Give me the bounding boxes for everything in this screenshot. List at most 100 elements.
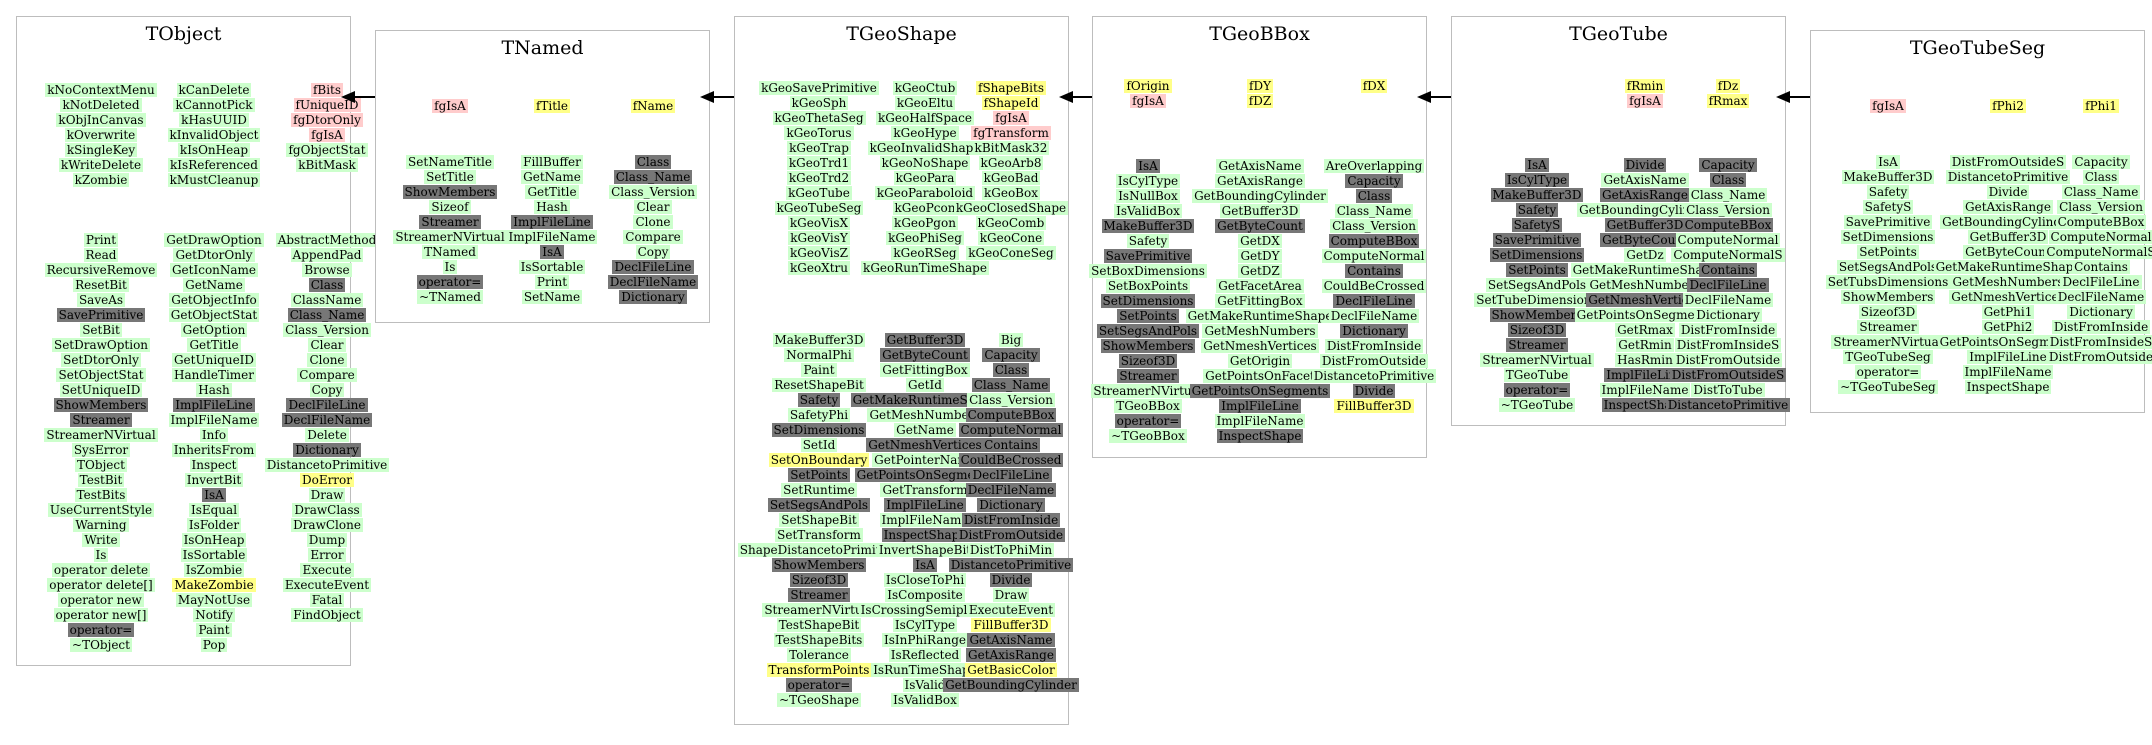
class-member: Clone xyxy=(307,353,347,367)
class-member: FillBuffer3D xyxy=(971,618,1051,632)
class-member: ShowMembers xyxy=(1840,290,1936,304)
class-member: GetAxisName xyxy=(967,633,1055,647)
class-member: SetUniqueID xyxy=(59,383,143,397)
class-member: Dictionary xyxy=(2067,305,2135,319)
class-member: kOverwrite xyxy=(64,128,138,142)
class-member: kGeoInvalidShape xyxy=(867,141,983,155)
class-member: TGeoTubeSeg xyxy=(1843,350,1933,364)
class-member: UseCurrentStyle xyxy=(47,503,155,517)
class-member: DeclFileName xyxy=(607,275,699,289)
class-member: GetBasicColor xyxy=(965,663,1057,677)
class-member: GetMeshNumbers xyxy=(1950,275,2066,289)
class-member: kGeoArb8 xyxy=(978,156,1044,170)
class-member: ~TGeoTube xyxy=(1498,398,1576,412)
class-member: Streamer xyxy=(1857,320,1919,334)
class-member: Hash xyxy=(534,200,570,214)
class-member: Dictionary xyxy=(1694,308,1762,322)
class-member: GetByteCount xyxy=(1963,245,2053,259)
class-member: kGeoClosedShape xyxy=(953,201,1069,215)
class-member: ImplFileLine xyxy=(1219,399,1301,413)
class-member: kGeoVisZ xyxy=(788,246,850,260)
class-member: GetMakeRuntimeShape xyxy=(850,393,1000,407)
class-member: fDX xyxy=(1360,79,1388,93)
class-member: IsZombie xyxy=(183,563,245,577)
class-member: TransformPoints xyxy=(766,663,872,677)
class-member: Capacity xyxy=(1699,158,1757,172)
class-member: SaveAs xyxy=(76,293,126,307)
class-member: DeclFileName xyxy=(281,413,373,427)
members-column: kCanDelete kCannotPick kHasUUID kInvalidObj… xyxy=(114,83,314,188)
class-member: ImplFileName xyxy=(1599,383,1691,397)
members-column: fName xyxy=(553,99,753,114)
class-member: IsValidBox xyxy=(1114,204,1182,218)
class-title: TGeoBBox xyxy=(1209,23,1310,45)
class-member: kCanDelete xyxy=(176,83,252,97)
class-member: Is xyxy=(442,260,458,274)
class-member: GetRmin xyxy=(1616,338,1674,352)
class-member: TestShapeBit xyxy=(776,618,862,632)
class-member: IsSortable xyxy=(180,548,248,562)
class-member: IsCrossingSemiplane xyxy=(858,603,992,617)
class-member: GetPointsOnSegments xyxy=(1574,308,1716,322)
class-member: ComputeNormal xyxy=(958,423,1064,437)
class-member: Clone xyxy=(633,215,673,229)
class-member: kGeoTrap xyxy=(787,141,851,155)
class-member: Dump xyxy=(306,533,348,547)
class-member: ImplFileName xyxy=(168,413,260,427)
class-member: fName xyxy=(630,99,676,113)
class-member: GetByteCount xyxy=(880,348,970,362)
class-member: GetMeshNumbers xyxy=(1202,324,1318,338)
class-member: GetNmeshVertices xyxy=(1586,293,1704,307)
class-member: IsOnHeap xyxy=(181,533,247,547)
class-member: ImplFileLine xyxy=(511,215,593,229)
class-member: ShowMembers xyxy=(53,398,149,412)
class-member: IsValid xyxy=(902,678,948,692)
class-member: DeclFileLine xyxy=(1333,294,1415,308)
class-member: ExecuteEvent xyxy=(282,578,372,592)
class-member: SetPoints xyxy=(1117,309,1179,323)
class-member: Divide xyxy=(989,573,1033,587)
class-member: GetDX xyxy=(1238,234,1282,248)
class-member: DistFromInside xyxy=(1324,339,1424,353)
class-member: HasRmin xyxy=(1615,353,1675,367)
inheritance-arrow xyxy=(341,91,375,103)
class-member: ComputeBBox xyxy=(1328,234,1420,248)
class-member: DistFromInside xyxy=(2051,320,2151,334)
members-column: fBits fUniqueID fgDtorOnly fgIsA fgObjectSta… xyxy=(227,83,427,173)
class-member: DistFromOutside xyxy=(956,528,1066,542)
class-member: GetName xyxy=(521,170,583,184)
class-member: Sizeof3D xyxy=(1858,305,1918,319)
class-member: ImplFileName xyxy=(1214,414,1306,428)
class-member: DeclFileName xyxy=(1682,293,1774,307)
class-member: GetByteCount xyxy=(1600,233,1690,247)
class-member: SetDtorOnly xyxy=(61,353,141,367)
class-member: RecursiveRemove xyxy=(44,263,158,277)
class-member: Draw xyxy=(308,488,346,502)
class-member: kGeoSph xyxy=(789,96,849,110)
class-member: GetFacetArea xyxy=(1216,279,1304,293)
class-member: GetPhi1 xyxy=(1981,305,2035,319)
class-member: Class_Version xyxy=(609,185,697,199)
class-title: TGeoTube xyxy=(1569,23,1668,45)
class-member: ComputeNormal xyxy=(1321,249,1427,263)
class-member: SetNameTitle xyxy=(406,155,494,169)
class-member: GetBuffer3D xyxy=(1604,218,1686,232)
class-member: GetName xyxy=(894,423,956,437)
class-member: operator new xyxy=(58,593,144,607)
class-member: GetBoundingCylinder xyxy=(1192,189,1328,203)
class-member: GetMakeRuntimeShape xyxy=(1933,260,2083,274)
class-member: Class_Name xyxy=(287,308,367,322)
class-member: DeclFileLine xyxy=(970,468,1052,482)
class-member: Dictionary xyxy=(293,443,361,457)
class-member: ComputeNormalS xyxy=(2044,245,2152,259)
class-member: GetTitle xyxy=(525,185,579,199)
class-member: Safety xyxy=(1126,234,1170,248)
class-member: SetTransform xyxy=(775,528,863,542)
class-member: GetFittingBox xyxy=(1215,294,1305,308)
class-member: DeclFileLine xyxy=(2060,275,2142,289)
class-member: SavePrimitive xyxy=(56,308,146,322)
class-member: IsA xyxy=(202,488,226,502)
class-member: Browse xyxy=(302,263,352,277)
class-member: SetPoints xyxy=(788,468,850,482)
class-member: ComputeBBox xyxy=(965,408,1057,422)
